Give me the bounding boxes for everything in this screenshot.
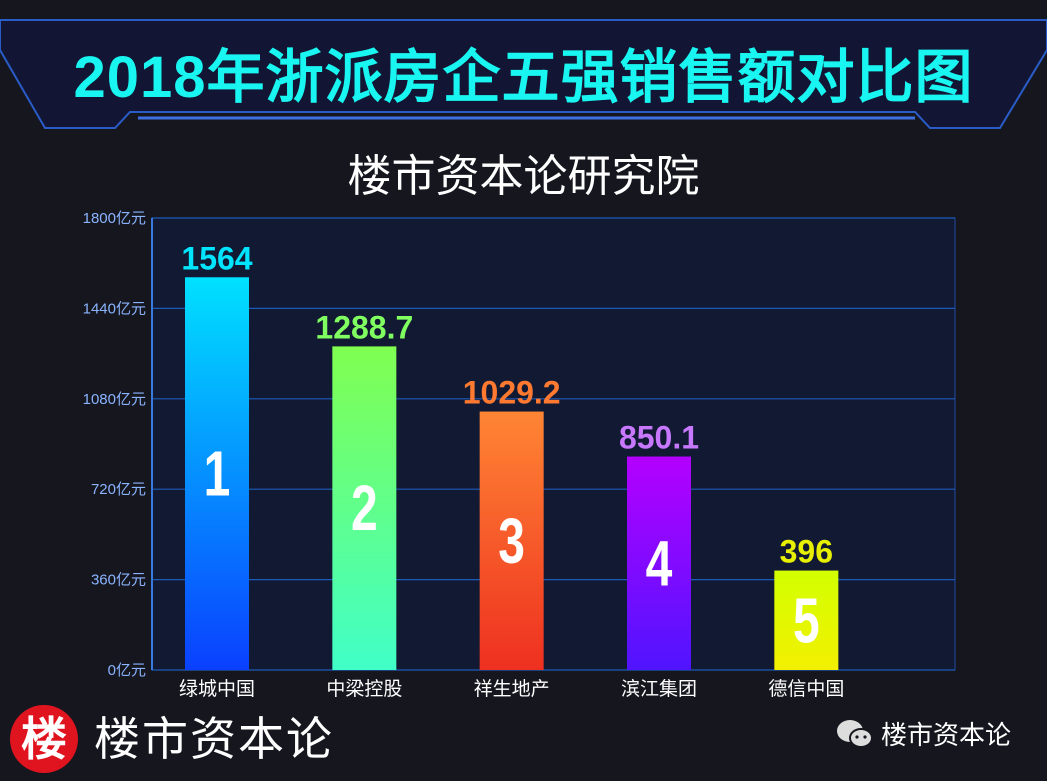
data-label: 1564 — [181, 240, 252, 276]
rank-label: 2 — [351, 472, 378, 543]
data-label: 396 — [780, 534, 833, 570]
rank-label: 3 — [498, 505, 525, 576]
y-tick-label: 1800亿元 — [83, 210, 146, 227]
title-banner — [0, 19, 1047, 129]
bar-2 — [332, 346, 397, 670]
y-tick-label: 360亿元 — [91, 572, 146, 589]
y-tick-label: 1440亿元 — [83, 300, 146, 317]
bar-5 — [774, 570, 839, 670]
rank-label: 1 — [204, 438, 231, 509]
brand-logo: 楼 — [10, 705, 78, 773]
x-tick-label: 祥生地产 — [474, 678, 550, 700]
bar-4 — [626, 456, 691, 670]
y-tick-label: 1080亿元 — [83, 391, 146, 408]
x-tick-label: 滨江集团 — [621, 678, 697, 700]
x-tick-label: 绿城中国 — [179, 678, 255, 700]
wechat-icon — [837, 719, 873, 748]
y-tick-label: 0亿元 — [108, 662, 146, 679]
bar-1 — [185, 277, 249, 670]
brand-name: 楼市资本论 — [94, 712, 334, 766]
data-label: 850.1 — [619, 420, 699, 456]
y-tick-label: 720亿元 — [91, 481, 146, 498]
rank-label: 4 — [646, 528, 673, 599]
wechat-account: 楼市资本论 — [835, 715, 1011, 752]
bar-3 — [479, 411, 544, 670]
rank-label: 5 — [793, 585, 820, 656]
data-label: 1029.2 — [463, 375, 561, 411]
wechat-name: 楼市资本论 — [881, 720, 1012, 750]
data-label: 1288.7 — [315, 309, 413, 345]
x-tick-label: 德信中国 — [768, 678, 844, 700]
chart-subtitle: 楼市资本论研究院 — [347, 152, 700, 201]
x-tick-label: 中梁控股 — [326, 678, 402, 700]
chart-title: 2018年浙派房企五强销售额对比图 — [73, 45, 974, 110]
